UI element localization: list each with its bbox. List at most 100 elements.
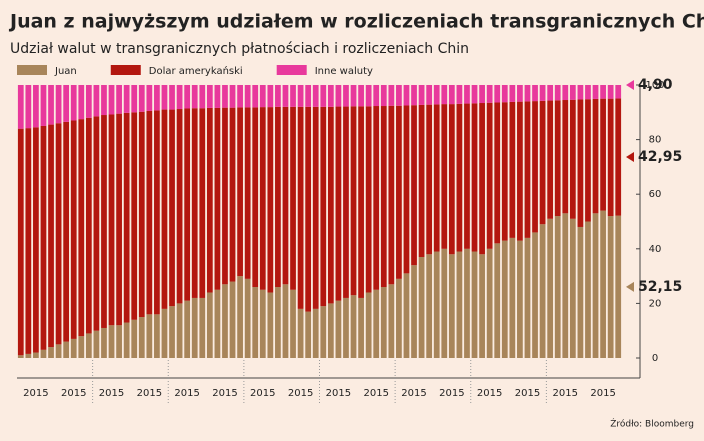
bar-segment	[154, 85, 160, 111]
bar-segment	[403, 85, 410, 106]
bar-segment	[501, 85, 508, 103]
bar-segment	[252, 287, 259, 358]
bar-segment	[350, 295, 357, 358]
bar-segment	[562, 213, 569, 358]
bar-segment	[199, 108, 206, 298]
x-tick-label: 2015	[553, 388, 578, 399]
bar-segment	[116, 325, 122, 358]
bar-segment	[93, 85, 100, 117]
bar-segment	[509, 101, 516, 238]
bar-segment	[70, 85, 77, 121]
x-tick-label: 2015	[401, 388, 426, 399]
bar-segment	[607, 98, 614, 217]
bar-segment	[335, 85, 342, 107]
bar-segment	[229, 107, 236, 282]
bar-segment	[501, 102, 508, 241]
bar-segment	[93, 330, 100, 358]
bar-segment	[479, 103, 485, 255]
bar-segment	[85, 117, 92, 334]
bar-segment	[615, 215, 622, 358]
bar-segment	[479, 85, 485, 104]
bar-segment	[108, 114, 115, 326]
end-label: 52,15	[638, 279, 682, 295]
end-marker	[626, 281, 634, 292]
bar-segment	[297, 85, 304, 107]
chart-title: Juan z najwyższym udziałem w rozliczenia…	[8, 11, 704, 33]
bar-segment	[441, 104, 448, 249]
bar-segment	[33, 85, 39, 128]
end-marker	[626, 152, 634, 163]
bar-segment	[191, 108, 198, 298]
bar-segment	[327, 85, 334, 107]
x-tick-label: 2015	[477, 388, 502, 399]
bar-segment	[403, 273, 410, 358]
bar-segment	[554, 216, 561, 358]
bar-segment	[380, 287, 387, 358]
bar-segment	[199, 85, 206, 109]
bar-segment	[388, 85, 395, 106]
bar-segment	[267, 292, 274, 358]
bar-segment	[146, 85, 153, 111]
bar-segment	[569, 85, 576, 100]
end-marker	[626, 80, 634, 90]
bar-segment	[123, 112, 130, 323]
x-tick-label: 2015	[590, 388, 615, 399]
bar-segment	[229, 281, 236, 358]
y-tick-label: 100	[645, 80, 664, 91]
bar-segment	[206, 107, 213, 293]
bar-segment	[259, 289, 266, 358]
bar-segment	[592, 213, 599, 358]
bar-segment	[282, 284, 289, 358]
bar-segment	[275, 106, 281, 288]
bar-segment	[517, 101, 523, 241]
bar-segment	[290, 106, 296, 290]
bar-segment	[40, 349, 47, 358]
bar-segment	[350, 85, 357, 107]
bar-segment	[517, 85, 523, 102]
bar-segment	[237, 107, 243, 277]
bar-segment	[539, 100, 546, 225]
bar-segment	[290, 289, 296, 358]
bar-segment	[229, 85, 236, 108]
bar-segment	[131, 319, 138, 358]
end-label: 42,95	[638, 149, 682, 165]
bar-segment	[532, 232, 538, 358]
bar-segment	[418, 256, 425, 358]
bar-segment	[343, 106, 349, 298]
bar-segment	[486, 85, 493, 103]
x-tick-label: 2015	[288, 388, 313, 399]
bar-segment	[562, 85, 569, 101]
bar-segment	[358, 297, 364, 358]
bar-segment	[237, 276, 243, 358]
bar-segment	[418, 85, 425, 105]
bar-segment	[222, 107, 228, 285]
bar-segment	[320, 306, 327, 358]
bar-segment	[33, 127, 39, 353]
bar-segment	[456, 103, 463, 252]
bar-segment	[48, 124, 54, 348]
bar-segment	[448, 85, 455, 105]
bar-segment	[365, 292, 372, 358]
x-tick-label: 2015	[250, 388, 275, 399]
bar-segment	[592, 98, 599, 214]
bar-segment	[176, 303, 183, 358]
x-tick-label: 2015	[174, 388, 199, 399]
bar-segment	[411, 85, 417, 106]
bar-segment	[55, 85, 62, 124]
bar-segment	[184, 85, 191, 109]
bar-segment	[418, 104, 425, 257]
bar-segment	[471, 85, 478, 104]
bar-segment	[312, 85, 319, 107]
bar-segment	[78, 336, 85, 358]
bar-segment	[275, 287, 281, 358]
bar-segment	[396, 85, 402, 106]
bar-segment	[562, 100, 569, 214]
bar-segment	[70, 120, 77, 339]
bar-segment	[116, 113, 122, 326]
bar-segment	[396, 278, 402, 358]
bar-segment	[335, 300, 342, 358]
bar-segment	[108, 85, 115, 115]
x-tick-label: 2015	[326, 388, 351, 399]
bar-segment	[138, 317, 145, 358]
bar-segment	[55, 344, 62, 358]
